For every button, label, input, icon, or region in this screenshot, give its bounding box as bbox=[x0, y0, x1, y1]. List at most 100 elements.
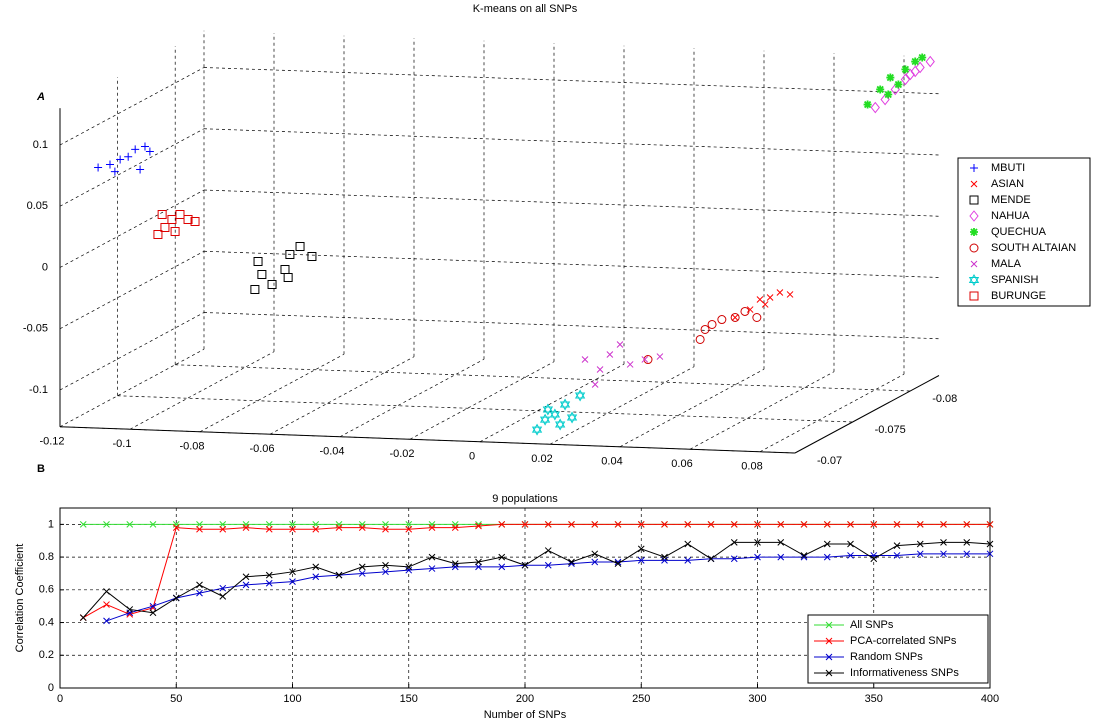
grid-line bbox=[203, 250, 940, 278]
x-tick-label: 0.04 bbox=[601, 456, 622, 468]
point bbox=[637, 557, 645, 564]
point bbox=[554, 418, 566, 431]
point bbox=[740, 306, 750, 316]
point bbox=[382, 561, 389, 569]
x-tick-label: 0.06 bbox=[671, 458, 692, 470]
point bbox=[242, 573, 250, 581]
point bbox=[116, 155, 125, 164]
point bbox=[776, 289, 784, 296]
point bbox=[358, 570, 366, 577]
point bbox=[894, 80, 903, 89]
point bbox=[428, 524, 436, 531]
point bbox=[684, 540, 692, 548]
point bbox=[358, 563, 366, 571]
point bbox=[626, 361, 634, 368]
point bbox=[405, 566, 413, 574]
z-tick-label: 0.05 bbox=[27, 200, 48, 212]
point bbox=[265, 521, 273, 528]
x-tick-label: -0.08 bbox=[179, 441, 204, 453]
point bbox=[591, 521, 599, 528]
x-tick-label: -0.06 bbox=[249, 443, 274, 455]
point bbox=[643, 355, 653, 365]
point bbox=[250, 285, 260, 295]
point bbox=[900, 73, 911, 86]
point bbox=[707, 555, 715, 563]
legend-label: MALA bbox=[991, 258, 1022, 270]
point bbox=[531, 423, 543, 436]
point bbox=[126, 521, 134, 528]
point bbox=[172, 524, 180, 531]
x-tick-label: 300 bbox=[748, 693, 766, 705]
point bbox=[475, 522, 482, 530]
point bbox=[876, 85, 885, 94]
point bbox=[777, 521, 785, 528]
z-tick-label: 0 bbox=[42, 261, 48, 273]
point bbox=[451, 521, 459, 528]
legend-label: QUECHUA bbox=[991, 226, 1047, 238]
point bbox=[196, 525, 203, 533]
point bbox=[823, 553, 831, 561]
point bbox=[544, 547, 552, 554]
point bbox=[382, 568, 389, 576]
y-tick-label: 0 bbox=[48, 682, 54, 694]
point bbox=[870, 101, 880, 114]
point bbox=[521, 521, 529, 528]
point bbox=[746, 306, 754, 313]
legend-marker bbox=[968, 273, 980, 287]
point bbox=[777, 553, 785, 561]
point bbox=[910, 65, 920, 78]
point bbox=[219, 521, 227, 528]
point bbox=[498, 563, 506, 571]
x-tick-label: 350 bbox=[865, 693, 883, 705]
point bbox=[335, 571, 343, 579]
point bbox=[358, 524, 366, 531]
point bbox=[731, 314, 739, 321]
point bbox=[124, 152, 133, 161]
point bbox=[242, 521, 250, 528]
y-axis bbox=[794, 375, 940, 454]
point bbox=[901, 65, 910, 74]
point bbox=[766, 294, 774, 301]
point bbox=[823, 540, 831, 548]
point bbox=[172, 594, 180, 602]
point bbox=[312, 563, 320, 571]
point bbox=[428, 521, 436, 528]
point bbox=[498, 521, 506, 528]
point bbox=[847, 552, 854, 559]
point bbox=[79, 521, 87, 528]
grid-line bbox=[203, 312, 940, 340]
point bbox=[963, 539, 971, 546]
legend-marker bbox=[825, 669, 833, 677]
point bbox=[160, 223, 170, 233]
point bbox=[295, 242, 305, 252]
point bbox=[730, 539, 738, 546]
point bbox=[761, 301, 769, 308]
legend-label: BURUNGE bbox=[991, 290, 1046, 302]
legend-marker bbox=[969, 243, 979, 253]
point bbox=[661, 521, 668, 528]
series-line bbox=[82, 541, 991, 618]
legend-label: MBUTI bbox=[991, 162, 1025, 174]
point bbox=[267, 280, 277, 290]
panel-label: A bbox=[36, 91, 45, 103]
point bbox=[661, 553, 668, 561]
panel-label: B bbox=[37, 463, 45, 475]
point bbox=[289, 525, 296, 533]
point bbox=[405, 525, 413, 533]
point bbox=[986, 521, 994, 528]
point bbox=[730, 312, 740, 322]
point bbox=[695, 334, 705, 344]
point bbox=[157, 210, 167, 220]
point bbox=[544, 521, 552, 528]
y-tick-label: 0.8 bbox=[39, 551, 54, 563]
point bbox=[684, 557, 692, 564]
point bbox=[800, 521, 808, 528]
chart-title: 9 populations bbox=[492, 493, 558, 505]
legend-box bbox=[957, 157, 1091, 307]
point bbox=[568, 558, 575, 566]
point bbox=[105, 160, 114, 169]
point bbox=[475, 558, 482, 566]
legend-label: SOUTH ALTAIAN bbox=[991, 242, 1076, 254]
grid-line bbox=[117, 395, 853, 423]
